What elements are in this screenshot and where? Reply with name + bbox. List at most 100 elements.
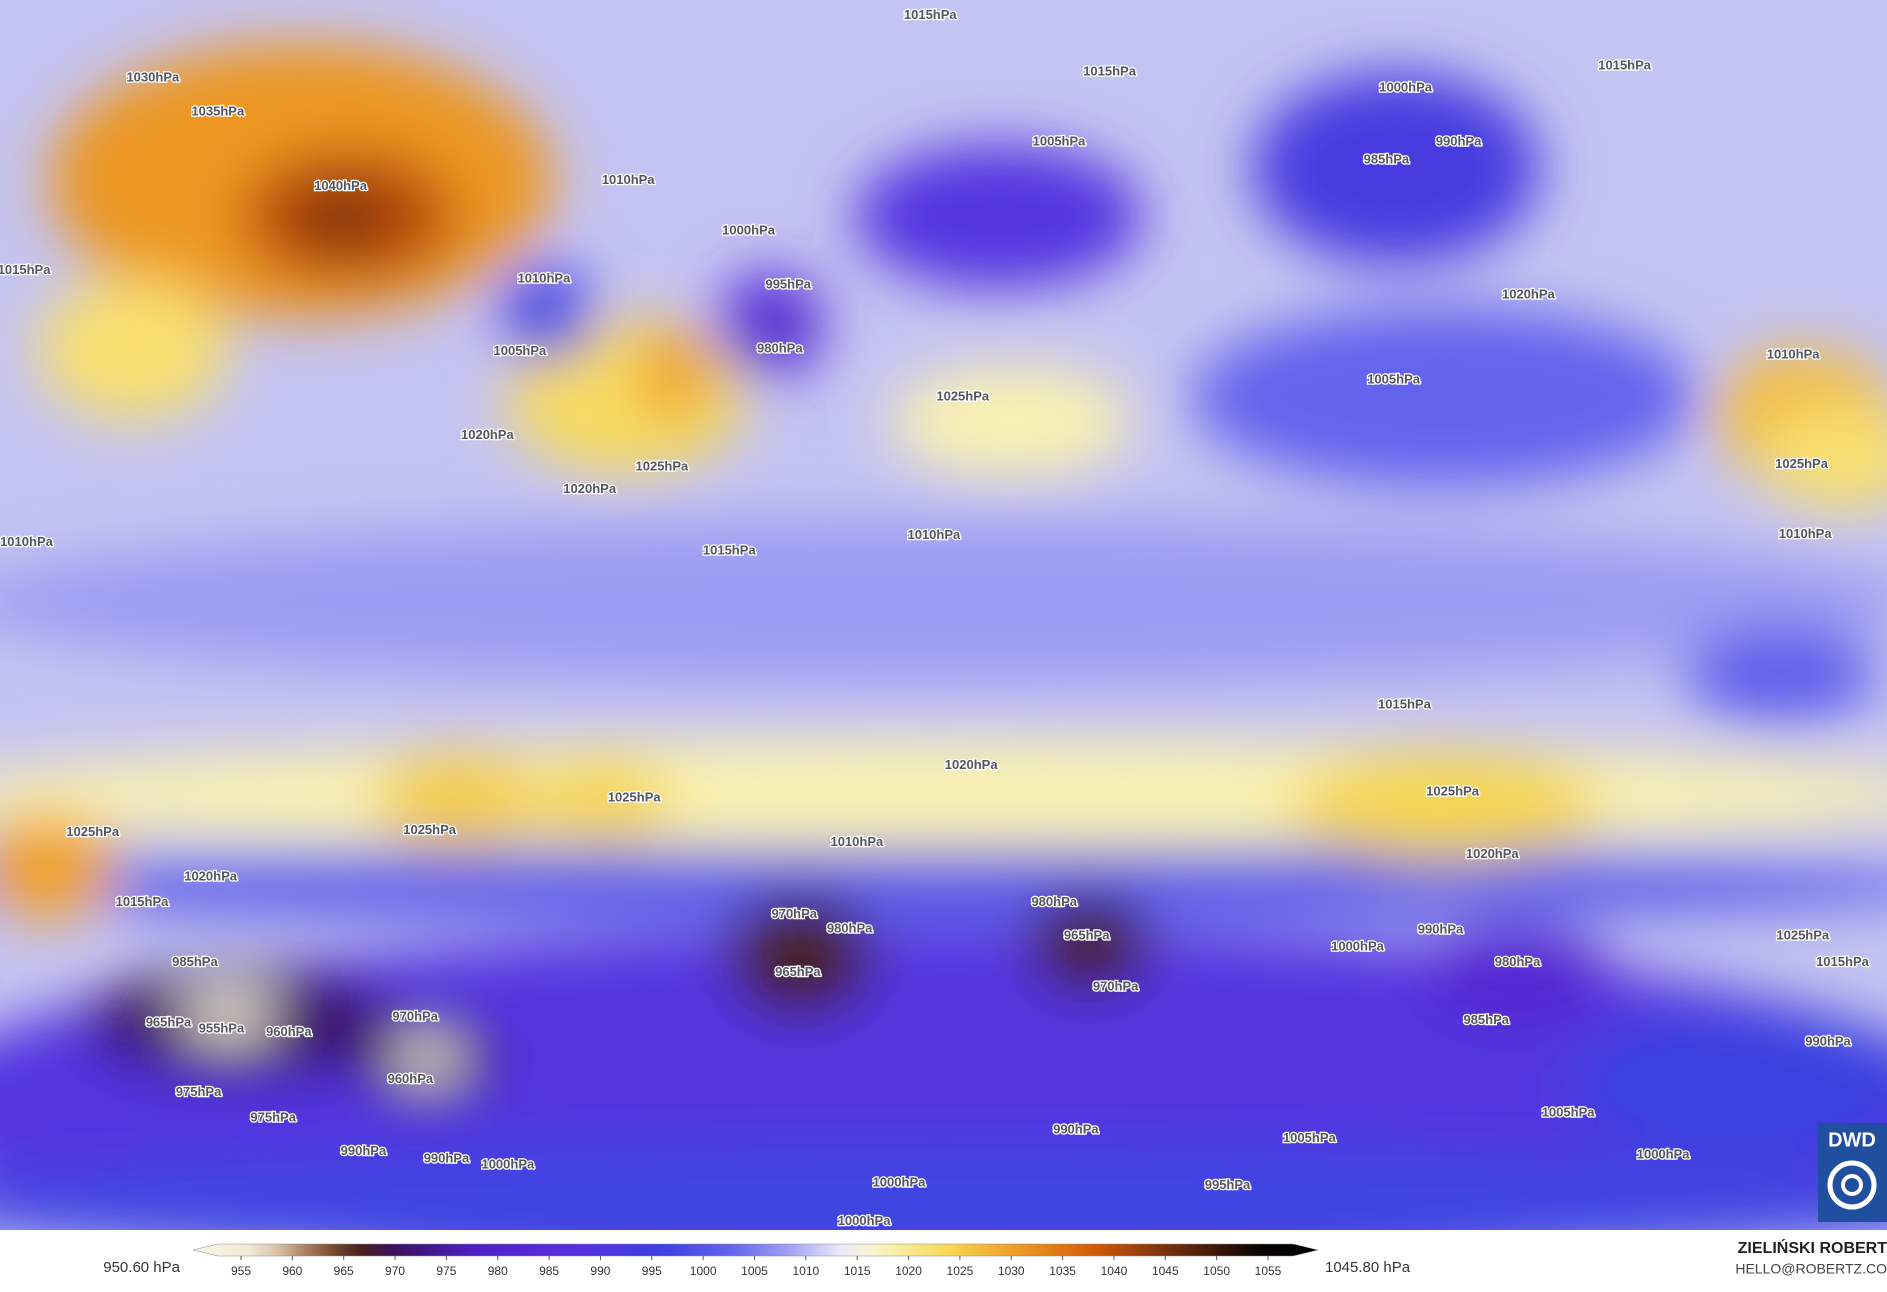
isobar-label: 1025hPa xyxy=(66,824,120,839)
isobar-label: 1025hPa xyxy=(636,458,690,473)
isobar-label: 970hPa xyxy=(1093,978,1139,993)
pressure-blob xyxy=(854,144,1144,289)
isobar-label: 1010hPa xyxy=(602,172,656,187)
isobar-labels: 1015hPa 1030hPa 1035hPa 1040hPa 1015hPa 1015h… xyxy=(0,6,1871,1229)
isobar-label: 1015hPa xyxy=(0,262,51,277)
colorbar-min: 950.60 hPa xyxy=(103,1259,180,1276)
isobar-label: 1015hPa xyxy=(703,543,757,558)
logo-swirl xyxy=(1827,1160,1877,1210)
isobar-label: 990hPa xyxy=(341,1143,387,1158)
isobar-label: 1020hPa xyxy=(461,427,515,442)
isobar-label: 1010hPa xyxy=(518,271,572,286)
isobar-label: 970hPa xyxy=(771,906,817,921)
colorbar-tick-label: 1035 xyxy=(1049,1264,1076,1278)
pressure-blob xyxy=(1287,752,1601,861)
isobar-label: 990hPa xyxy=(1418,922,1464,937)
isobar-label: 1015hPa xyxy=(116,894,170,909)
colorbar-tick-label: 1000 xyxy=(690,1264,717,1278)
isobar-label: 970hPa xyxy=(392,1008,438,1023)
isobar-label: 1010hPa xyxy=(0,534,54,549)
logo-swirl-inner xyxy=(1841,1174,1863,1196)
colorbar: 950.60 hPa 1045.80 hPa 955 960 965 970 975 98… xyxy=(103,1243,1411,1278)
isobar-label: 1005hPa xyxy=(1542,1105,1596,1120)
colorbar-tick-label: 995 xyxy=(642,1264,662,1278)
isobar-label: 960hPa xyxy=(388,1071,434,1086)
colorbar-tick-label: 1025 xyxy=(947,1264,974,1278)
pressure-blob xyxy=(373,752,542,849)
isobar-label: 1030hPa xyxy=(126,70,180,85)
isobar-label: 1025hPa xyxy=(403,822,457,837)
isobar-label: 1020hPa xyxy=(184,869,238,884)
isobar-label: 1020hPa xyxy=(563,481,617,496)
pressure-blob xyxy=(529,758,674,843)
pressure-blob xyxy=(391,1037,464,1081)
pressure-blob xyxy=(728,896,873,1017)
isobar-label: 1025hPa xyxy=(1776,928,1830,943)
isobar-label: 995hPa xyxy=(765,277,811,292)
isobar-label: 1015hPa xyxy=(1083,64,1137,79)
pressure-blob xyxy=(499,264,596,362)
colorbar-tick-label: 975 xyxy=(436,1264,456,1278)
isobar-label: 1015hPa xyxy=(904,7,958,22)
isobar-label: 1010hPa xyxy=(1767,346,1821,361)
pressure-blob xyxy=(1251,72,1541,265)
pressure-blob xyxy=(637,324,711,422)
isobar-label: 1025hPa xyxy=(1775,456,1829,471)
isobar-label: 1000hPa xyxy=(481,1156,535,1171)
colorbar-tick-label: 1055 xyxy=(1255,1264,1282,1278)
isobar-label: 1000hPa xyxy=(1637,1147,1691,1162)
pressure-blob xyxy=(1757,403,1887,512)
pressure-field xyxy=(0,42,1887,1230)
isobar-label: 980hPa xyxy=(827,920,873,935)
isobar-label: 1025hPa xyxy=(936,389,990,404)
isobar-label: 1005hPa xyxy=(1367,372,1421,387)
pressure-blob xyxy=(180,992,277,1041)
colorbar-max: 1045.80 hPa xyxy=(1325,1259,1411,1276)
logo-text: DWD xyxy=(1828,1129,1876,1151)
pressure-blob xyxy=(767,308,792,342)
isobar-label: 985hPa xyxy=(172,954,218,969)
isobar-label: 1025hPa xyxy=(608,789,662,804)
colorbar-tick-label: 980 xyxy=(488,1264,508,1278)
isobar-label: 985hPa xyxy=(1364,151,1410,166)
pressure-blob xyxy=(890,367,1132,476)
isobar-label: 1000hPa xyxy=(1331,939,1385,954)
pressure-blob xyxy=(294,186,392,247)
isobar-label: 1015hPa xyxy=(1378,697,1432,712)
colorbar-tick-label: 1015 xyxy=(844,1264,871,1278)
isobar-label: 1010hPa xyxy=(907,527,961,542)
isobar-label: 990hPa xyxy=(1805,1034,1851,1049)
isobar-label: 1000hPa xyxy=(722,222,776,237)
isobar-label: 1020hPa xyxy=(945,757,999,772)
isobar-label: 980hPa xyxy=(1031,894,1077,909)
pressure-blob xyxy=(36,276,229,422)
isobar-label: 1010hPa xyxy=(1779,526,1833,541)
isobar-label: 990hPa xyxy=(1436,133,1482,148)
isobar-label: 1010hPa xyxy=(830,834,884,849)
isobar-label: 1040hPa xyxy=(314,178,368,193)
isobar-label: 975hPa xyxy=(250,1109,296,1124)
colorbar-tick-label: 1010 xyxy=(792,1264,819,1278)
isobar-label: 1000hPa xyxy=(838,1213,892,1228)
isobar-label: 965hPa xyxy=(1064,928,1110,943)
email: HELLO@ROBERTZ.CO xyxy=(1735,1261,1887,1277)
pressure-blob xyxy=(0,848,1887,921)
isobar-label: 1020hPa xyxy=(1466,846,1520,861)
colorbar-tick-label: 965 xyxy=(334,1264,354,1278)
colorbar-tick-label: 970 xyxy=(385,1264,405,1278)
dwd-logo: DWD xyxy=(1818,1123,1887,1222)
isobar-label: 955hPa xyxy=(199,1020,245,1035)
isobar-label: 1005hPa xyxy=(494,343,548,358)
isobar-label: 1005hPa xyxy=(1033,133,1087,148)
colorbar-tick-label: 1040 xyxy=(1101,1264,1128,1278)
pressure-blob xyxy=(1028,896,1150,993)
isobar-label: 985hPa xyxy=(1463,1012,1509,1027)
isobar-label: 990hPa xyxy=(424,1150,470,1165)
colorbar-tick-label: 960 xyxy=(282,1264,302,1278)
isobar-label: 1015hPa xyxy=(1598,58,1652,73)
isobar-label: 960hPa xyxy=(266,1024,312,1039)
pressure-blob xyxy=(1191,306,1697,488)
pressure-blob xyxy=(1420,926,1613,1023)
